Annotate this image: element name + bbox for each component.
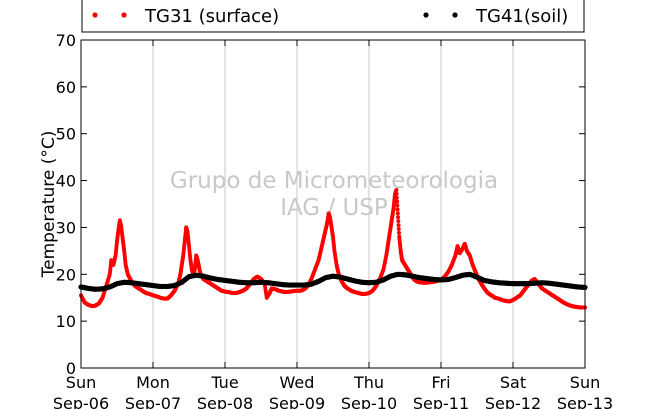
data-point [395,211,400,216]
legend-marker-soil-2 [452,12,458,18]
data-point [395,207,400,212]
data-point [395,203,400,208]
y-tick-label: 70 [56,31,76,50]
watermark-line-2: IAG / USP [280,195,388,221]
x-tick-label-date: Sep-09 [269,394,325,409]
x-tick-label-day: Mon [136,373,170,392]
x-tick-label-day: Thu [353,373,384,392]
y-tick-label: 0 [66,359,76,378]
data-point [396,226,401,231]
y-tick-label: 20 [56,265,76,284]
watermark-line-1: Grupo de Micrometeorologia [170,168,498,194]
x-tick-label-day: Tue [210,373,238,392]
y-tick-label: 50 [56,125,76,144]
y-tick-label: 10 [56,312,76,331]
data-point [397,230,401,235]
x-tick-label-date: Sep-12 [485,394,541,409]
vertical-gridlines [152,40,514,368]
y-tick-label: 40 [56,172,76,191]
series-soil [78,271,588,292]
y-tick-label: 30 [56,218,76,237]
x-tick-label-date: Sep-10 [341,394,397,409]
x-tick-label-day: Fri [431,373,450,392]
x-tick-label-date: Sep-06 [53,394,109,409]
data-point [394,195,399,200]
data-point [396,215,401,220]
legend-label-soil: TG41(soil) [475,6,568,27]
x-tick-label-date: Sep-07 [125,394,181,409]
legend: TG31 (surface) TG41(soil) [81,0,585,33]
y-axis-label: Temperature (°C) [39,131,59,279]
x-tick-label-date: Sep-13 [557,394,613,409]
legend-marker-surface-1 [92,12,98,18]
legend-marker-soil-1 [423,12,429,18]
x-tick-label-day: Sun [66,373,96,392]
x-tick-label-date: Sep-11 [413,394,469,409]
legend-box [81,0,585,33]
data-point [396,219,401,224]
watermark: Grupo de Micrometeorologia IAG / USP [170,168,498,221]
y-axis: 0 10 20 30 40 50 60 70 [56,31,585,378]
data-point [394,191,399,196]
x-tick-label-date: Sep-08 [197,394,253,409]
y-tick-label: 60 [56,78,76,97]
series-layer [78,187,588,310]
data-point [394,187,399,192]
data-point [396,223,401,228]
plot-frame [80,39,586,369]
legend-marker-surface-2 [121,12,127,18]
data-point [395,199,400,204]
x-tick-label-day: Wed [280,373,315,392]
x-tick-label-day: Sun [570,373,600,392]
legend-label-surface: TG31 (surface) [144,6,279,27]
x-axis: Sun Sep-06 Mon Sep-07 Tue Sep-08 Wed Sep-09 Thu S… [53,40,613,409]
x-tick-label-day: Sat [500,373,526,392]
